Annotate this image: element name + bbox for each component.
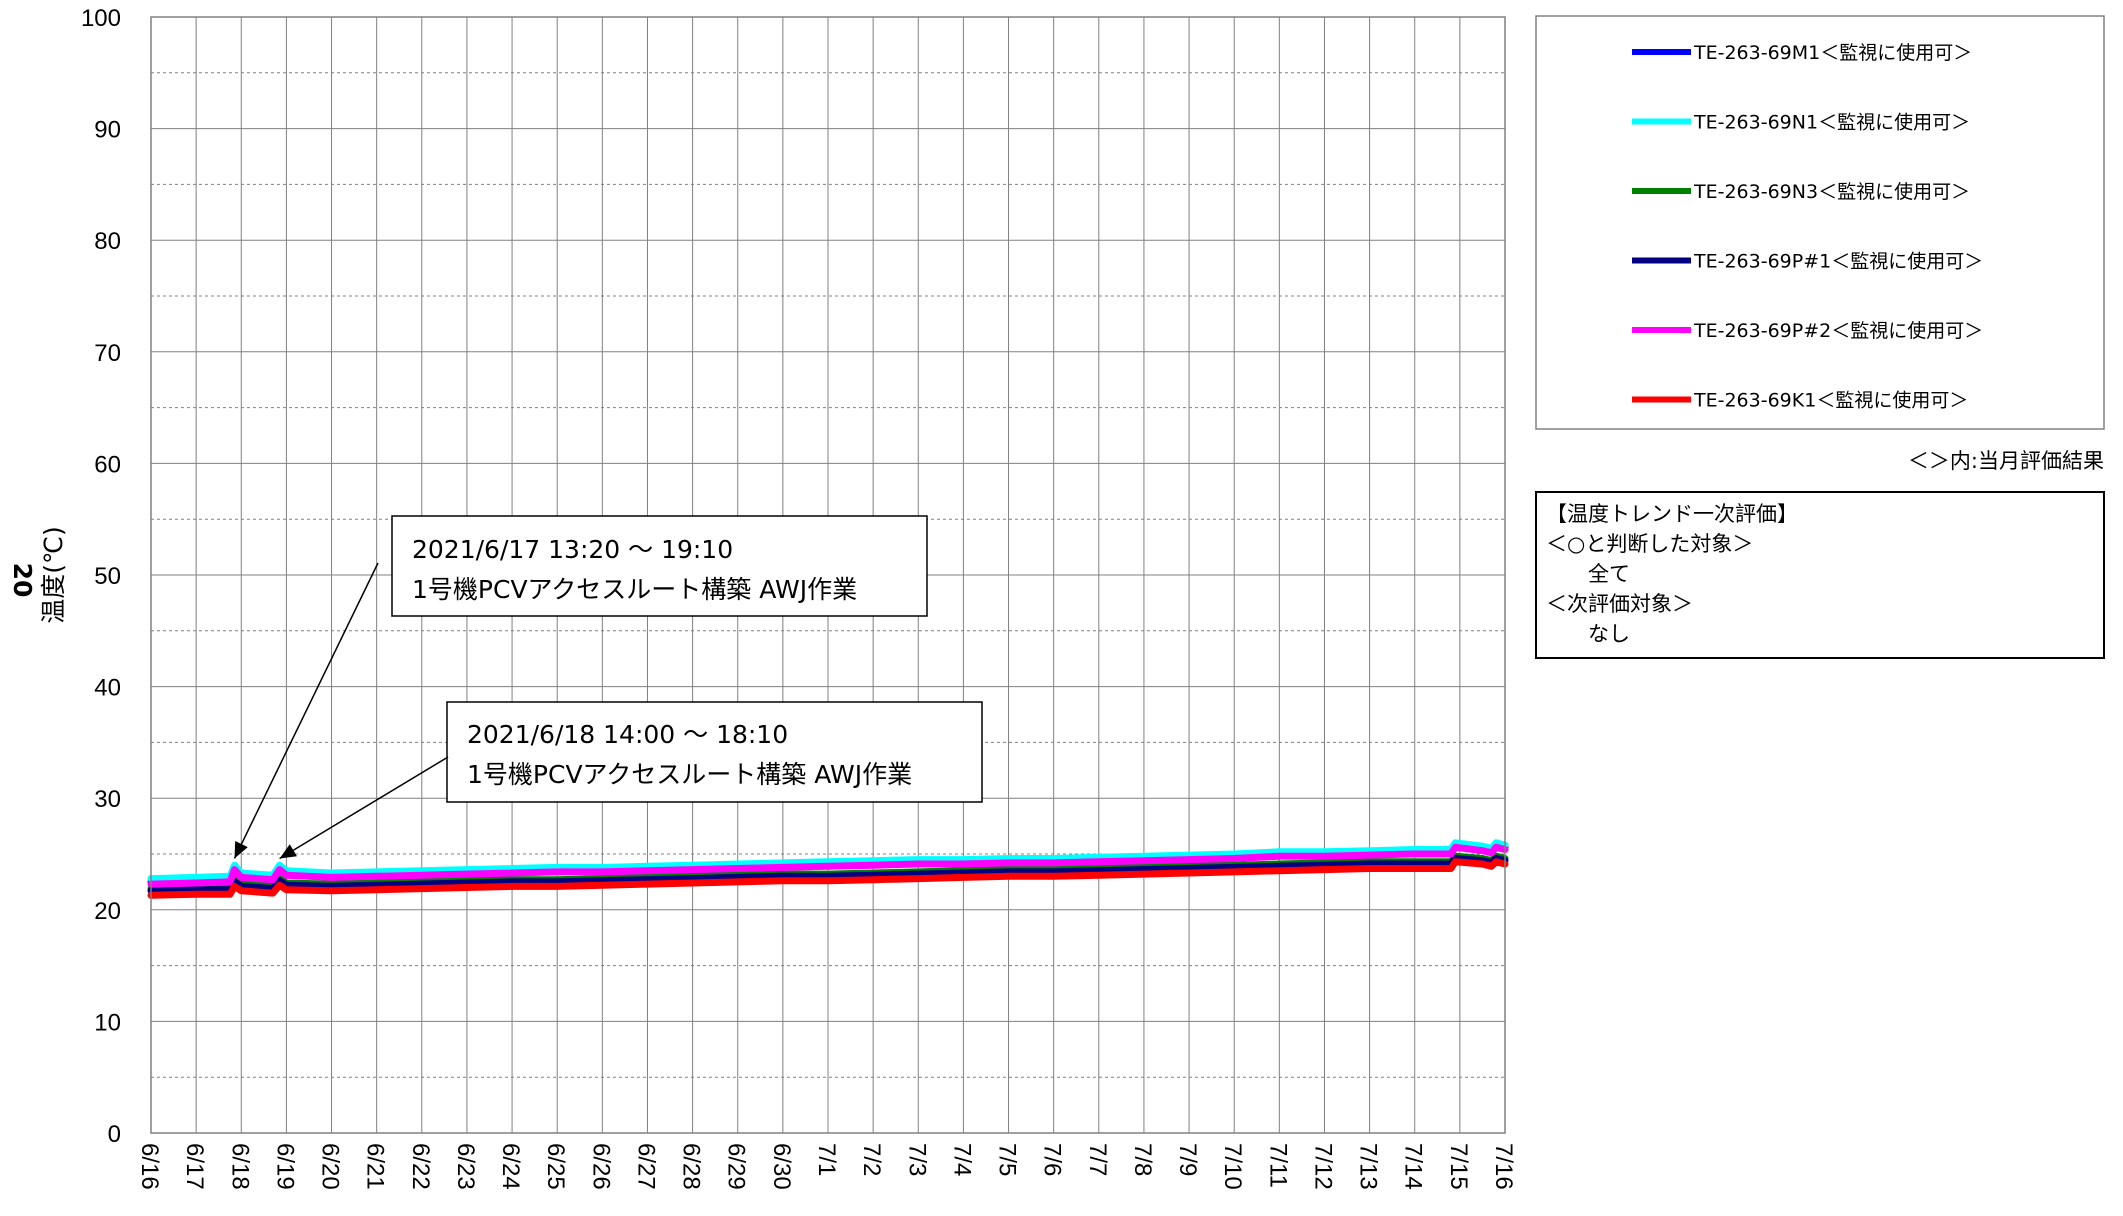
annotation-arrows (233, 562, 449, 860)
legend-label: TE-263-69N1＜監視に使用可＞ (1693, 112, 1970, 134)
x-tick-label: 6/27 (632, 1143, 659, 1190)
series-line-5 (147, 843, 1509, 888)
x-tick-label: 6/18 (226, 1143, 253, 1190)
y-tick-label: 20 (94, 898, 121, 925)
legend-label: TE-263-69P#2＜監視に使用可＞ (1693, 320, 1983, 342)
x-tick-label: 7/8 (1129, 1143, 1156, 1176)
y-tick-label: 70 (94, 340, 121, 367)
evaluation-box: 【温度トレンド一次評価】 ＜○と判断した対象＞ 全て ＜次評価対象＞ なし (1535, 491, 2105, 659)
x-tick-label: 7/12 (1309, 1143, 1336, 1190)
legend-item: TE-263-69P#2＜監視に使用可＞ (1632, 320, 1983, 342)
legend-label: TE-263-69P#1＜監視に使用可＞ (1693, 251, 1983, 273)
x-tick-label: 7/4 (948, 1143, 975, 1176)
y-tick-label: 30 (94, 786, 121, 813)
evaluation-line-4: ＜次評価対象＞ (1546, 592, 1693, 616)
x-tick-label: 7/1 (813, 1143, 840, 1176)
annotation-arrow-line-2 (279, 756, 449, 860)
x-tick-label: 7/6 (1039, 1143, 1066, 1176)
y-tick-label: 40 (94, 675, 121, 702)
y-tick-label: 90 (94, 117, 121, 144)
series-layer (147, 839, 1509, 899)
annotation-2-line-2: 1号機PCVアクセスルート構築 AWJ作業 (467, 760, 912, 789)
legend-item: TE-263-69K1＜監視に使用可＞ (1632, 390, 1968, 412)
x-tick-label: 7/14 (1400, 1143, 1427, 1190)
annotation-arrow-head-1 (234, 841, 248, 859)
legend-items: TE-263-69M1＜監視に使用可＞ TE-263-69N1＜監視に使用可＞ TE… (1632, 42, 1983, 412)
legend-item: TE-263-69N3＜監視に使用可＞ (1632, 181, 1970, 203)
y-tick-label: 60 (94, 451, 121, 478)
y-axis-label: 温度(℃) (39, 526, 68, 624)
series-line-4 (147, 855, 1509, 895)
legend: TE-263-69M1＜監視に使用可＞ TE-263-69N1＜監視に使用可＞ TE… (1535, 15, 2105, 430)
annotations: 2021/6/17 13:20 ～ 19:10 1号機PCVアクセスルート構築 … (233, 515, 983, 860)
evaluation-line-1: 【温度トレンド一次評価】 (1546, 502, 1798, 526)
series-line-6 (147, 858, 1509, 899)
annotation-2: 2021/6/18 14:00 ～ 18:10 1号機PCVアクセスルート構築 … (446, 701, 983, 803)
x-tick-label: 6/25 (542, 1143, 569, 1190)
annotation-1-line-1: 2021/6/17 13:20 ～ 19:10 (412, 535, 733, 564)
y-tick-label: 80 (94, 228, 121, 255)
y-tick-label: 0 (108, 1121, 121, 1148)
legend-note: ＜＞内:当月評価結果 (1908, 449, 2104, 473)
x-tick-label: 6/20 (317, 1143, 344, 1190)
x-tick-label: 7/13 (1355, 1143, 1382, 1190)
legend-item: TE-263-69N1＜監視に使用可＞ (1632, 112, 1970, 134)
annotation-arrow-line-1 (233, 562, 379, 859)
x-tick-label: 6/17 (181, 1143, 208, 1190)
x-tick-label: 6/24 (497, 1143, 524, 1190)
evaluation-line-5: なし (1546, 622, 1630, 646)
x-tick-label: 6/16 (136, 1143, 163, 1190)
x-tick-label: 7/16 (1490, 1143, 1517, 1190)
x-tick-label: 7/7 (1084, 1143, 1111, 1176)
y-tick-label: 100 (81, 5, 121, 32)
x-tick-label: 7/9 (1174, 1143, 1201, 1176)
x-tick-label: 7/3 (903, 1143, 930, 1176)
x-tick-label: 7/11 (1264, 1143, 1291, 1188)
legend-label: TE-263-69M1＜監視に使用可＞ (1693, 42, 1972, 64)
evaluation-line-2: ＜○と判断した対象＞ (1546, 532, 1753, 556)
legend-item: TE-263-69M1＜監視に使用可＞ (1632, 42, 1972, 64)
x-tick-label: 6/28 (678, 1143, 705, 1190)
x-axis-ticks: 6/16 6/17 6/18 6/19 6/20 6/21 6/22 6/23 6/24 6/25… (136, 1143, 1517, 1190)
x-tick-label: 6/23 (452, 1143, 479, 1190)
y-tick-label: 10 (94, 1009, 121, 1036)
y-tick-label: 50 (94, 563, 121, 590)
annotation-1: 2021/6/17 13:20 ～ 19:10 1号機PCVアクセスルート構築 … (391, 515, 928, 617)
annotation-2-line-1: 2021/6/18 14:00 ～ 18:10 (467, 720, 788, 749)
x-tick-label: 6/30 (768, 1143, 795, 1190)
x-tick-label: 6/26 (587, 1143, 614, 1190)
y-axis-side-text: 20 (8, 563, 37, 598)
legend-label: TE-263-69K1＜監視に使用可＞ (1693, 390, 1968, 412)
x-tick-label: 6/19 (271, 1143, 298, 1190)
y-axis-ticks: 0 10 20 30 40 50 60 70 80 90 100 (81, 5, 121, 1148)
annotation-arrow-head-2 (279, 844, 297, 859)
plot-area-border (150, 16, 1506, 1134)
legend-label: TE-263-69N3＜監視に使用可＞ (1693, 181, 1970, 203)
x-tick-label: 6/21 (362, 1143, 389, 1190)
x-tick-label: 7/2 (858, 1143, 885, 1176)
annotation-1-line-2: 1号機PCVアクセスルート構築 AWJ作業 (412, 575, 857, 604)
evaluation-line-3: 全て (1546, 562, 1630, 586)
x-tick-label: 6/29 (723, 1143, 750, 1190)
x-tick-label: 7/5 (994, 1143, 1021, 1176)
x-tick-label: 6/22 (407, 1143, 434, 1190)
legend-box (1535, 15, 2105, 430)
legend-item: TE-263-69P#1＜監視に使用可＞ (1632, 251, 1983, 273)
x-tick-label: 7/10 (1219, 1143, 1246, 1190)
x-tick-label: 7/15 (1445, 1143, 1472, 1190)
grid (150, 16, 1506, 1134)
